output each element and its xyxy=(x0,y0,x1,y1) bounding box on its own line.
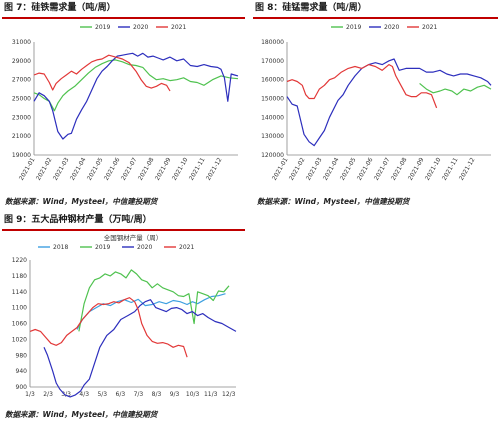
x-tick-label: 2021-08 xyxy=(137,156,156,181)
x-tick-label: 6/3 xyxy=(116,391,126,398)
y-tick-label: 21000 xyxy=(12,133,31,140)
legend-label-2021: 2021 xyxy=(179,244,194,251)
x-tick-label: 2021-09 xyxy=(407,156,426,181)
x-tick-label: 2021-01 xyxy=(271,156,290,181)
legend-label-2021: 2021 xyxy=(171,24,186,31)
y-tick-label: 1140 xyxy=(12,289,27,296)
series-line-2020 xyxy=(286,58,492,147)
x-tick-label: 2021-04 xyxy=(69,156,88,181)
y-tick-label: 980 xyxy=(16,352,28,359)
x-tick-label: 2021-01 xyxy=(18,156,37,181)
x-tick-label: 4/3 xyxy=(79,391,89,398)
y-tick-label: 120000 xyxy=(261,152,284,159)
fig8-title-rule xyxy=(253,17,498,19)
fig9-chart: 全国钢材产量（周） 900 940 980 1020 1060 1100 1140 1180 12… xyxy=(12,233,237,398)
x-tick-label: 2021-12 xyxy=(205,156,224,181)
x-tick-label: 2021-02 xyxy=(288,156,307,181)
x-tick-label: 2021-03 xyxy=(52,156,71,181)
x-tick-label: 2021-08 xyxy=(390,156,409,181)
legend-label-2020: 2020 xyxy=(384,24,399,31)
fig7-title: 图 7：硅铁需求量（吨/周） xyxy=(4,3,116,13)
legend-label-2019: 2019 xyxy=(95,244,110,251)
fig7-source: 数据来源：Wind，Mysteel，中信建投期货 xyxy=(5,197,158,206)
fig7-chart: 19000 21000 23000 25000 27000 29000 31000 2021-… xyxy=(12,24,239,182)
fig9-title-rule xyxy=(2,229,245,231)
y-tick-label: 140000 xyxy=(261,114,284,121)
x-tick-label: 2021-04 xyxy=(322,156,341,181)
legend-label-2019: 2019 xyxy=(346,24,361,31)
series-line-2019 xyxy=(78,269,230,332)
x-tick-label: 5/3 xyxy=(97,391,107,398)
chart-title: 全国钢材产量（周） xyxy=(104,233,163,242)
x-tick-label: 9/3 xyxy=(170,391,180,398)
fig8-source: 数据来源：Wind，Mysteel，中信建投期货 xyxy=(257,197,410,206)
x-tick-label: 2021-07 xyxy=(373,156,392,181)
series-line-2019 xyxy=(33,59,239,112)
y-tick-label: 130000 xyxy=(261,133,284,140)
series-line-2021 xyxy=(29,297,188,358)
series-line-2019 xyxy=(419,82,492,96)
legend-label-2019: 2019 xyxy=(95,24,110,31)
fig9-title: 图 9：五大品种钢材产量（万吨/周） xyxy=(4,215,152,225)
y-tick-label: 25000 xyxy=(12,96,31,103)
series-line-2020 xyxy=(33,52,239,140)
x-tick-label: 3/3 xyxy=(61,391,71,398)
y-tick-label: 23000 xyxy=(12,114,31,121)
y-tick-label: 19000 xyxy=(12,152,31,159)
series-line-2021 xyxy=(33,54,171,92)
x-tick-label: 2021-06 xyxy=(103,156,122,181)
fig8-title: 图 8：硅锰需求量（吨/周） xyxy=(255,3,367,13)
x-tick-label: 2021-05 xyxy=(86,156,105,181)
x-tick-label: 8/3 xyxy=(152,391,162,398)
x-tick-label: 2021-11 xyxy=(188,156,207,181)
series-line-2018 xyxy=(76,293,226,330)
legend-label-2020: 2020 xyxy=(133,24,148,31)
y-tick-label: 940 xyxy=(16,368,28,375)
x-tick-label: 10/3 xyxy=(186,391,200,398)
x-tick-label: 2/3 xyxy=(43,391,53,398)
fig7-title-rule xyxy=(2,17,245,19)
series-line-2021 xyxy=(286,63,438,109)
x-tick-label: 2021-03 xyxy=(305,156,324,181)
y-tick-label: 1020 xyxy=(12,336,27,343)
x-tick-label: 2021-05 xyxy=(339,156,358,181)
y-tick-label: 1180 xyxy=(12,273,27,280)
x-tick-label: 2021-02 xyxy=(35,156,54,181)
x-tick-label: 2021-06 xyxy=(356,156,375,181)
fig8-chart: 120000 130000 140000 150000 160000 170000 1800… xyxy=(261,24,492,182)
x-tick-label: 11/3 xyxy=(204,391,218,398)
x-tick-label: 2021-10 xyxy=(424,156,443,181)
legend-label-2020: 2020 xyxy=(137,244,152,251)
y-tick-label: 27000 xyxy=(12,77,31,84)
y-tick-label: 150000 xyxy=(261,96,284,103)
x-tick-label: 2021-12 xyxy=(458,156,477,181)
y-tick-label: 31000 xyxy=(12,39,31,46)
series-line-2020 xyxy=(43,299,237,398)
x-tick-label: 2021-11 xyxy=(441,156,460,181)
fig9-source: 数据来源：Wind，Mysteel，中信建投期货 xyxy=(5,410,158,419)
y-tick-label: 1060 xyxy=(12,321,27,328)
y-tick-label: 160000 xyxy=(261,77,284,84)
y-tick-label: 29000 xyxy=(12,58,31,65)
x-tick-label: 7/3 xyxy=(134,391,144,398)
x-tick-label: 12/3 xyxy=(222,391,236,398)
y-tick-label: 1100 xyxy=(12,305,27,312)
legend-label-2018: 2018 xyxy=(53,244,68,251)
y-tick-label: 900 xyxy=(16,384,28,391)
x-tick-label: 2021-10 xyxy=(171,156,190,181)
x-tick-label: 2021-07 xyxy=(120,156,139,181)
x-tick-label: 1/3 xyxy=(25,391,35,398)
y-tick-label: 180000 xyxy=(261,39,284,46)
x-tick-label: 2021-09 xyxy=(154,156,173,181)
y-tick-label: 1220 xyxy=(12,257,27,264)
y-tick-label: 170000 xyxy=(261,58,284,65)
legend-label-2021: 2021 xyxy=(422,24,437,31)
